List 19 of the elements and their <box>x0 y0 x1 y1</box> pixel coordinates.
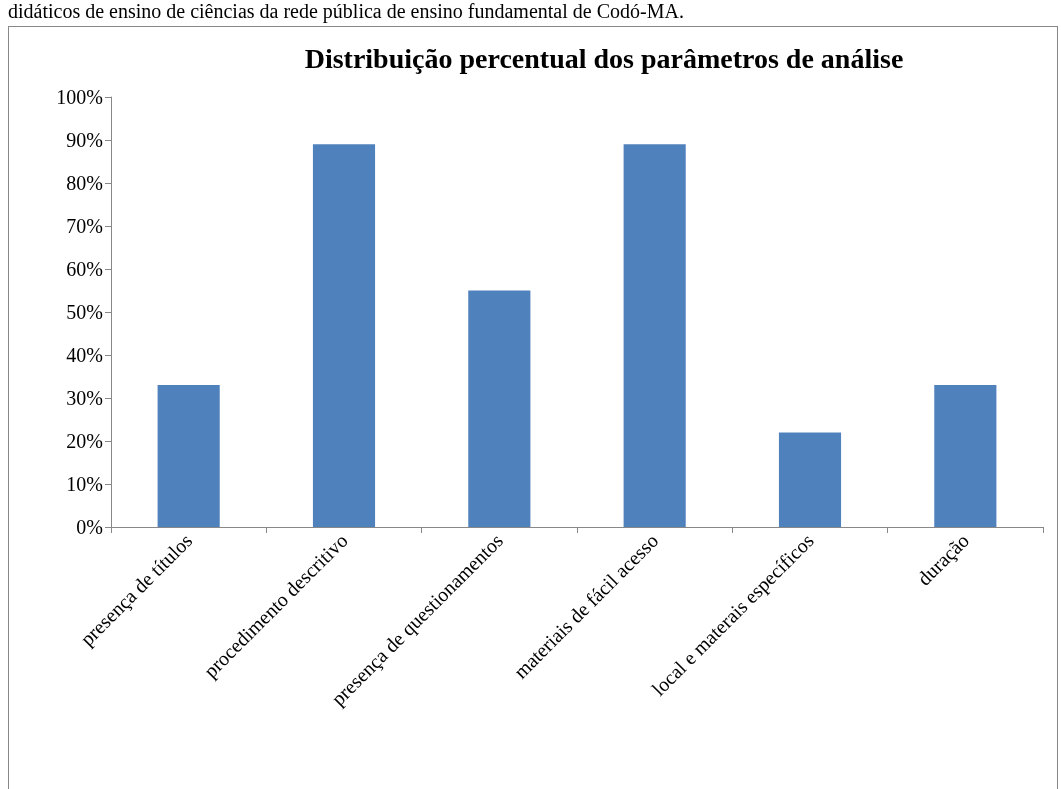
y-tick-label: 40% <box>66 344 103 366</box>
y-tick-label: 70% <box>66 215 103 237</box>
bar <box>778 432 842 527</box>
bar <box>934 385 997 527</box>
y-tick-label: 30% <box>66 387 103 409</box>
y-tick-label: 60% <box>66 258 103 280</box>
y-tick-label: 50% <box>66 301 103 323</box>
y-tick-label: 90% <box>66 129 103 151</box>
y-tick-label: 20% <box>66 430 103 452</box>
y-tick-label: 10% <box>66 473 103 495</box>
bar <box>157 385 220 527</box>
bar <box>623 144 686 527</box>
y-tick-label: 100% <box>56 86 103 108</box>
bar <box>312 144 376 527</box>
y-tick-label: 80% <box>66 172 103 194</box>
text: didáticos de ensino de ciências da rede pública de ensino fundamental de Codó-MA. <box>8 0 684 23</box>
chart-title: Distribuição percentual dos parâmetros de análise <box>304 42 904 74</box>
y-tick-label: 0% <box>76 516 103 538</box>
bar <box>468 290 531 527</box>
